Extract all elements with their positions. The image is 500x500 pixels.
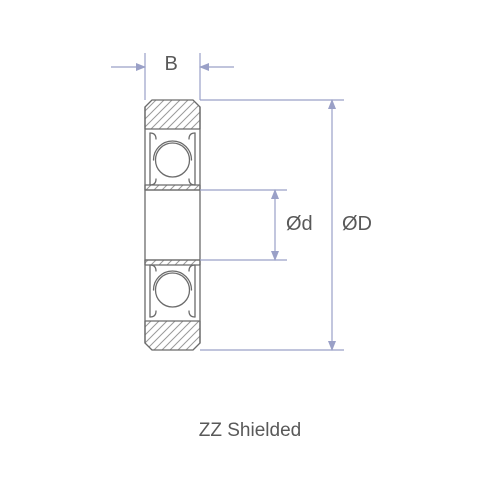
label-width-B: B <box>165 53 178 76</box>
bearing-diagram: ZZ Shielded B Ød ØD <box>0 0 500 500</box>
diagram-caption: ZZ Shielded <box>0 420 500 442</box>
label-outer-diameter-D: ØD <box>342 213 372 236</box>
label-bore-diameter-d: Ød <box>286 213 313 236</box>
